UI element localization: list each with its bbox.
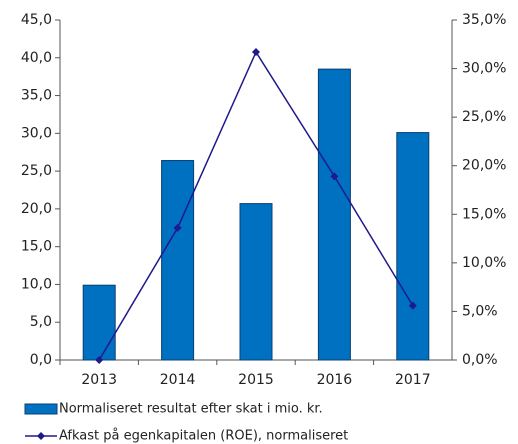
- y2-tick-label: 5,0%: [462, 303, 498, 319]
- y-tick-label: 5,0: [30, 314, 52, 330]
- y2-tick-label: 10,0%: [462, 255, 506, 271]
- y-tick-label: 40,0: [21, 50, 52, 66]
- x-tick-label: 2016: [317, 372, 353, 388]
- y2-tick-label: 35,0%: [462, 12, 506, 28]
- y-tick-label: 20,0: [21, 201, 52, 217]
- y2-tick-label: 30,0%: [462, 61, 506, 77]
- y2-tick-label: 20,0%: [462, 158, 506, 174]
- y2-tick-label: 25,0%: [462, 109, 506, 125]
- bar: [317, 68, 351, 361]
- marker: [173, 223, 182, 232]
- legend-marker: [37, 432, 45, 440]
- bar: [82, 284, 116, 361]
- y2-tick-label: 0,0%: [462, 352, 498, 368]
- x-tick-label: 2013: [81, 372, 117, 388]
- bar: [239, 203, 273, 361]
- y2-tick-label: 15,0%: [462, 206, 506, 222]
- y-tick-label: 10,0: [21, 276, 52, 292]
- bar: [396, 132, 430, 361]
- legend-label: Normaliseret resultat efter skat i mio. …: [59, 402, 323, 417]
- y-tick-label: 25,0: [21, 163, 52, 179]
- marker: [330, 172, 339, 181]
- y-tick-label: 45,0: [21, 12, 52, 28]
- y-tick-label: 30,0: [21, 125, 52, 141]
- y-tick-label: 35,0: [21, 88, 52, 104]
- marker: [252, 48, 260, 57]
- y-tick-label: 15,0: [21, 239, 52, 255]
- bar: [161, 160, 195, 361]
- x-tick-label: 2014: [160, 372, 196, 388]
- x-tick-label: 2017: [395, 372, 431, 388]
- marker: [408, 301, 417, 310]
- marker: [95, 356, 104, 364]
- legend-swatch: [24, 403, 58, 415]
- y-tick-label: 0,0: [30, 352, 52, 368]
- x-tick-label: 2015: [238, 372, 274, 388]
- legend-label: Afkast på egenkapitalen (ROE), normalise…: [59, 429, 348, 444]
